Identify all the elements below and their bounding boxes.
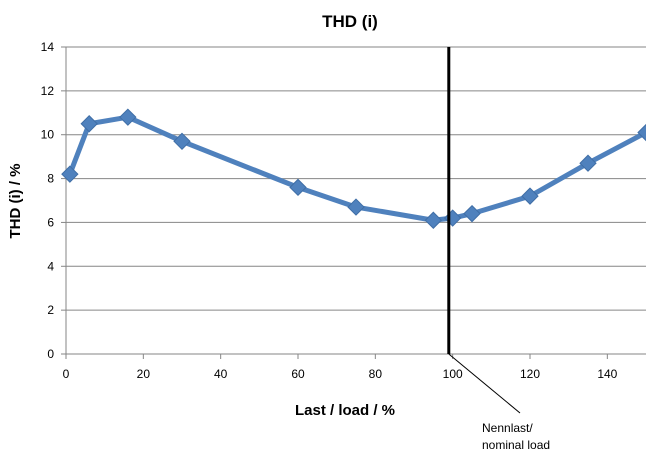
y-tick-label: 12 — [41, 84, 55, 98]
data-point-marker — [347, 198, 365, 216]
x-tick-label: 0 — [63, 367, 70, 381]
y-tick-label: 10 — [41, 128, 55, 142]
x-axis-title: Last / load / % — [295, 402, 395, 419]
data-point-marker — [61, 165, 79, 183]
x-tick-label: 40 — [214, 367, 228, 381]
x-tick-label: 120 — [520, 367, 540, 381]
axes — [65, 47, 646, 355]
x-tick-labels: 0 20 40 60 80 100 120 140 — [63, 367, 618, 381]
x-tick-label: 80 — [369, 367, 383, 381]
data-point-marker — [80, 115, 98, 133]
y-axis-title: THD (i) / % — [7, 164, 24, 239]
y-tick-label: 2 — [47, 303, 54, 317]
annotation-leader-line — [448, 353, 521, 414]
annotation-label-line: Nennlast/ — [482, 421, 533, 435]
data-point-marker — [579, 154, 597, 172]
data-point-marker — [173, 132, 191, 150]
data-point-marker — [637, 123, 646, 142]
data-point-marker — [463, 204, 481, 223]
y-tick-label: 8 — [47, 172, 54, 186]
y-tick-label: 0 — [47, 347, 54, 361]
chart-title: THD (i) — [322, 12, 378, 31]
y-tick-label: 4 — [47, 259, 54, 273]
data-point-marker — [289, 178, 307, 197]
y-tick-label: 14 — [41, 40, 55, 54]
data-point-marker — [443, 209, 462, 227]
y-tick-labels: 0 2 4 6 8 10 12 14 — [41, 40, 55, 361]
annotation-label-line: nominal load — [482, 438, 550, 452]
data-point-marker — [119, 108, 137, 126]
gridlines — [61, 46, 646, 359]
x-tick-label: 140 — [597, 367, 617, 381]
annotations: Nennlast/nominal load — [447, 47, 550, 452]
series-group — [61, 108, 646, 229]
data-point-marker — [424, 211, 443, 229]
y-tick-label: 6 — [47, 215, 54, 229]
x-tick-label: 100 — [443, 367, 463, 381]
data-point-marker — [521, 187, 539, 205]
x-tick-label: 60 — [291, 367, 305, 381]
x-tick-label: 20 — [137, 367, 151, 381]
